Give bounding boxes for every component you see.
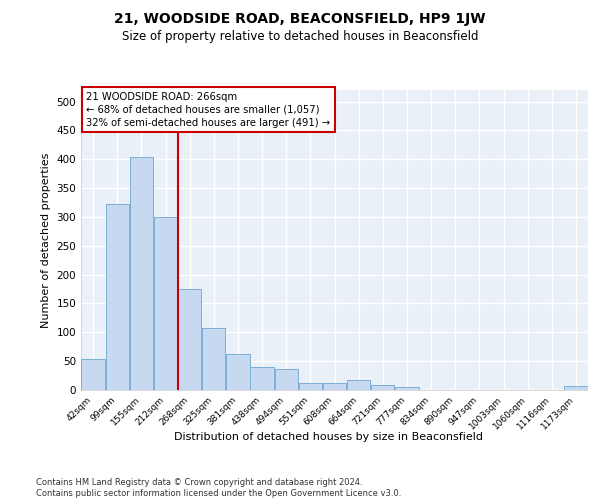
Text: 21, WOODSIDE ROAD, BEACONSFIELD, HP9 1JW: 21, WOODSIDE ROAD, BEACONSFIELD, HP9 1JW — [114, 12, 486, 26]
Bar — [564, 386, 587, 390]
Bar — [82, 359, 105, 390]
Bar — [202, 328, 226, 390]
Bar — [371, 385, 394, 390]
Bar — [250, 367, 274, 390]
Bar — [323, 383, 346, 390]
Y-axis label: Number of detached properties: Number of detached properties — [41, 152, 51, 328]
Bar — [178, 289, 202, 390]
Text: Contains HM Land Registry data © Crown copyright and database right 2024.
Contai: Contains HM Land Registry data © Crown c… — [36, 478, 401, 498]
Text: Size of property relative to detached houses in Beaconsfield: Size of property relative to detached ho… — [122, 30, 478, 43]
Bar — [395, 387, 419, 390]
Text: 21 WOODSIDE ROAD: 266sqm
← 68% of detached houses are smaller (1,057)
32% of sem: 21 WOODSIDE ROAD: 266sqm ← 68% of detach… — [86, 92, 330, 128]
Bar — [154, 217, 177, 390]
Bar — [347, 380, 370, 390]
Text: Distribution of detached houses by size in Beaconsfield: Distribution of detached houses by size … — [174, 432, 483, 442]
Bar — [275, 369, 298, 390]
Bar — [299, 383, 322, 390]
Bar — [130, 158, 153, 390]
Bar — [226, 354, 250, 390]
Bar — [106, 204, 129, 390]
